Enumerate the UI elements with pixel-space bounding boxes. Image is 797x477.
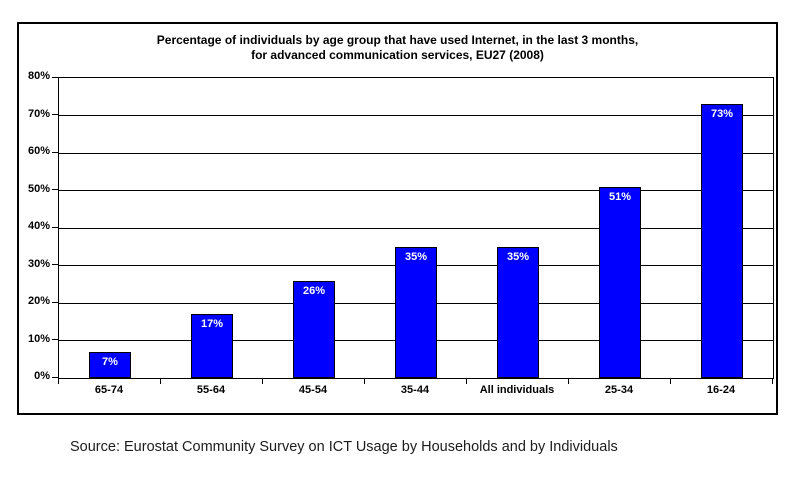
bar: 17% — [191, 314, 233, 378]
x-tick-mark — [364, 378, 365, 384]
bar-value-label: 26% — [302, 284, 326, 297]
y-tick-mark — [52, 376, 59, 378]
x-tick-mark — [58, 378, 59, 384]
bar: 26% — [293, 280, 335, 378]
y-tick-label: 60% — [27, 145, 50, 157]
gridline — [59, 152, 773, 154]
gridline — [59, 115, 773, 116]
bar-value-label: 35% — [404, 250, 428, 263]
y-tick-label: 70% — [27, 107, 50, 120]
bar-value-label: 51% — [608, 190, 632, 203]
x-tick-label: 45-54 — [298, 384, 328, 396]
x-tick-mark — [772, 378, 773, 384]
y-tick-label: 10% — [27, 332, 50, 345]
x-tick-label: 35-44 — [400, 384, 430, 396]
x-tick-label: All individuals — [479, 384, 555, 396]
source-note: Source: Eurostat Community Survey on ICT… — [70, 439, 618, 455]
y-tick-mark — [52, 151, 59, 153]
chart-title: Percentage of individuals by age group t… — [17, 33, 778, 63]
bar-value-label: 17% — [200, 318, 224, 331]
y-tick-label: 20% — [27, 295, 50, 307]
bar: 35% — [497, 246, 539, 378]
x-tick-label: 25-34 — [604, 384, 634, 396]
y-tick-label: 0% — [34, 370, 50, 382]
y-tick-label: 80% — [27, 70, 50, 82]
bar: 73% — [701, 104, 743, 378]
chart-title-line1: Percentage of individuals by age group t… — [156, 33, 639, 47]
y-tick-mark — [52, 189, 59, 190]
y-tick-label: 40% — [27, 220, 50, 232]
bar: 7% — [89, 351, 131, 378]
bar-value-label: 73% — [710, 108, 734, 121]
x-tick-label: 65-74 — [94, 384, 124, 396]
gridline — [59, 227, 773, 229]
x-tick-mark — [670, 378, 671, 384]
y-tick-label: 30% — [27, 257, 50, 270]
x-tick-mark — [568, 378, 569, 384]
x-tick-label: 55-64 — [196, 384, 226, 396]
y-tick-mark — [52, 226, 59, 228]
y-tick-mark — [52, 264, 59, 265]
x-tick-mark — [262, 378, 263, 384]
x-tick-label: 16-24 — [706, 384, 736, 396]
bar: 35% — [395, 246, 437, 378]
y-tick-mark — [52, 339, 59, 340]
x-tick-mark — [466, 378, 467, 384]
y-tick-label: 50% — [27, 182, 50, 195]
y-tick-mark — [52, 114, 59, 115]
y-tick-mark — [52, 301, 59, 303]
chart-title-line2: for advanced communication services, EU2… — [251, 48, 544, 62]
bar-value-label: 35% — [506, 250, 530, 263]
bar-value-label: 7% — [102, 355, 118, 368]
gridline — [59, 190, 773, 191]
plot-area: 7% 17% 26% 35% 35% 51% 73% — [58, 77, 774, 379]
y-tick-mark — [52, 76, 59, 78]
bar: 51% — [599, 186, 641, 378]
x-tick-mark — [160, 378, 161, 384]
